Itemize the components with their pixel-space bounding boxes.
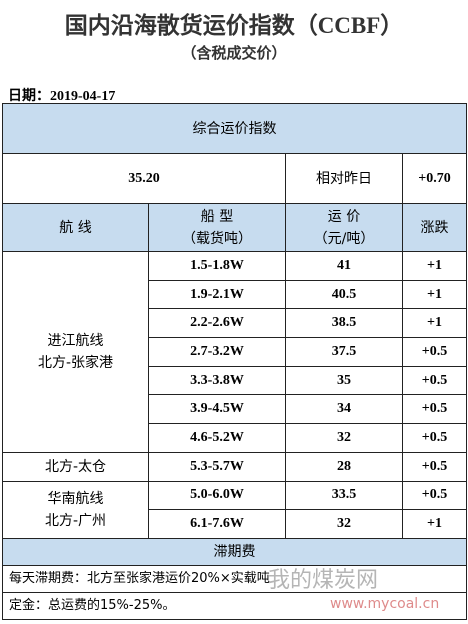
ship-size: 2.2-2.6W — [148, 308, 286, 339]
ship-size: 4.6-5.2W — [148, 423, 286, 453]
freight-rate: 32 — [285, 423, 403, 453]
change: +0.5 — [402, 394, 467, 425]
change: +1 — [402, 279, 467, 310]
data-row: 进江航线 北方-张家港 1.5-1.8W 41 +1 — [2, 251, 467, 453]
freight-rate: 32 — [285, 509, 403, 539]
change: +1 — [402, 509, 467, 539]
data-row: 6.1-7.6W 32 +1 — [3, 509, 467, 539]
ship-size: 6.1-7.6W — [148, 509, 286, 539]
ship-size: 5.0-6.0W — [148, 480, 286, 511]
subtitle: （含税成交价） — [181, 46, 287, 62]
demurrage-row: 每天滞期费：北方至张家港运价20%×实载吨 — [2, 564, 467, 593]
column-header: 船 型 （载货吨） — [148, 203, 286, 252]
column-header: 航 线 — [2, 203, 149, 252]
ship-size: 3.3-3.8W — [148, 365, 286, 396]
data-row: 北方-太仓 5.3-5.7W 28 +0.5 — [2, 451, 467, 482]
freight-rate: 40.5 — [285, 279, 403, 310]
data-row: 3.9-4.5W 34 +0.5 — [3, 394, 467, 425]
demurrage-line: 每天滞期费：北方至张家港运价20%×实载吨 — [2, 564, 467, 593]
data-row: 4.6-5.2W 32 +0.5 — [3, 423, 467, 453]
freight-rate: 28 — [285, 451, 403, 482]
freight-table: 综合运价指数 35.20 相对昨日 +0.70 航 线 船 型 （载货吨） 运 … — [2, 103, 467, 620]
freight-rate: 38.5 — [285, 308, 403, 339]
change: +0.5 — [402, 337, 467, 367]
change: +0.5 — [402, 480, 467, 511]
ship-size: 1.9-2.1W — [148, 279, 286, 310]
ship-size: 5.3-5.7W — [148, 451, 286, 482]
freight-rate: 34 — [285, 394, 403, 425]
freight-rate: 41 — [285, 251, 403, 281]
column-header: 涨跌 — [402, 203, 467, 252]
column-header: 运 价 （元/吨） — [285, 203, 403, 252]
index-label: 相对昨日 — [285, 153, 403, 204]
watermark: 我的煤炭网 — [268, 568, 379, 593]
demurrage-line: 定金：总运费的15%-25%。 — [2, 591, 467, 620]
change: +1 — [402, 308, 467, 339]
data-row: 3.3-3.8W 35 +0.5 — [3, 365, 467, 396]
data-row: 2.7-3.2W 37.5 +0.5 — [3, 337, 467, 367]
route-name: 华南航线 北方-广州 — [2, 480, 149, 539]
data-row: 1.9-2.1W 40.5 +1 — [3, 279, 467, 310]
freight-rate: 35 — [285, 365, 403, 396]
ship-size: 3.9-4.5W — [148, 394, 286, 425]
ship-size: 2.7-3.2W — [148, 337, 286, 367]
watermark-url: www.mycoal.cn — [330, 596, 440, 612]
table-title: 综合运价指数 — [2, 103, 467, 154]
index-value: 35.20 — [2, 153, 286, 204]
freight-rate: 33.5 — [285, 480, 403, 511]
change: +0.5 — [402, 451, 467, 482]
demurrage-title: 滞期费 — [2, 537, 467, 566]
demurrage-row: 定金：总运费的15%-25%。 — [2, 591, 467, 620]
route-name: 北方-太仓 — [2, 451, 149, 482]
freight-rate: 37.5 — [285, 337, 403, 367]
demurrage-header-row: 滞期费 — [2, 537, 467, 566]
title: 国内沿海散货运价指数（CCBF） — [64, 13, 404, 38]
route-name: 进江航线 北方-张家港 — [2, 251, 149, 453]
data-row: 华南航线 北方-广州 5.0-6.0W 33.5 +0.5 — [2, 480, 467, 539]
change: +1 — [402, 251, 467, 281]
ship-size: 1.5-1.8W — [148, 251, 286, 281]
data-row: 2.2-2.6W 38.5 +1 — [3, 308, 467, 339]
date: 日期：2019-04-17 — [8, 89, 116, 104]
index-change: +0.70 — [402, 153, 467, 204]
change: +0.5 — [402, 365, 467, 396]
change: +0.5 — [402, 423, 467, 453]
